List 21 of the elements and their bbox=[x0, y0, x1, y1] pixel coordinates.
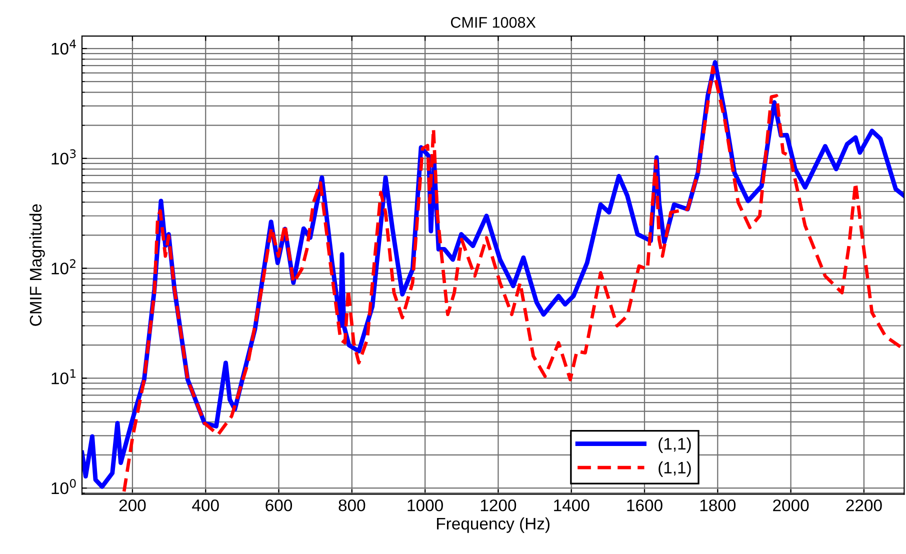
y-tick-label: 10$^{0}$ bbox=[52, 478, 76, 494]
x-tick-label: 1400 bbox=[554, 499, 590, 512]
x-tick-label: 200 bbox=[119, 499, 146, 512]
y-tick-label: 10$^{1}$ bbox=[52, 369, 76, 384]
x-tick-label: 1000 bbox=[408, 499, 443, 512]
x-tick-label: 400 bbox=[192, 499, 219, 512]
x-tick-label: 1800 bbox=[700, 499, 736, 512]
legend-label: (1,1) bbox=[658, 437, 691, 453]
x-tick-label: 1600 bbox=[627, 499, 662, 512]
x-tick-label: 600 bbox=[266, 499, 292, 512]
y-tick-label: 10$^{4}$ bbox=[52, 40, 76, 55]
chart-title: CMIF 1008X bbox=[450, 17, 536, 28]
legend-label: (1,1) bbox=[658, 461, 691, 477]
y-tick-label: 10$^{2}$ bbox=[52, 259, 76, 274]
x-tick-label: 800 bbox=[338, 499, 366, 512]
x-tick-label: 2000 bbox=[773, 499, 809, 512]
y-tick-label: 10$^{3}$ bbox=[52, 149, 76, 164]
y-axis-title: CMIF Magnitude bbox=[29, 204, 45, 326]
x-tick-label: 1200 bbox=[480, 499, 516, 512]
x-tick-label: 2200 bbox=[846, 499, 882, 512]
x-axis-title: Frequency (Hz) bbox=[437, 517, 550, 533]
